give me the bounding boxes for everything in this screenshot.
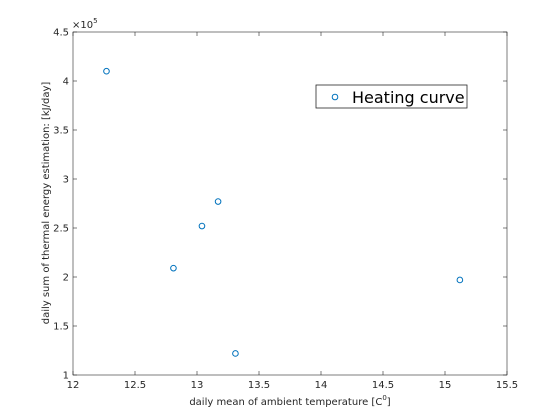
y-axis-ticks: 1 1.5 2 2.5 3 3.5 4 4.5 <box>53 28 507 382</box>
x-tick-label: 13.5 <box>248 380 270 391</box>
legend-marker <box>331 93 339 101</box>
x-tick-label: 13 <box>191 380 204 391</box>
legend: Heating curve <box>315 84 468 109</box>
y-tick-label: 2.5 <box>53 224 69 235</box>
data-point <box>232 350 239 357</box>
x-tick-label: 15 <box>439 380 452 391</box>
legend-box <box>315 84 468 109</box>
x-tick-label: 14 <box>315 380 328 391</box>
y-tick-label: 1.5 <box>53 322 69 333</box>
x-tick-label: 12.5 <box>124 380 146 391</box>
y-tick-label: 3 <box>63 175 69 186</box>
y-tick-label: 3.5 <box>53 126 69 137</box>
x-axis-label: daily mean of ambient temperature [C0] <box>189 394 390 408</box>
data-point <box>456 276 464 284</box>
data-point <box>103 67 110 75</box>
x-tick-label: 14.5 <box>372 380 394 391</box>
data-point <box>198 222 206 230</box>
data-point <box>170 264 177 272</box>
y-tick-label: 1 <box>63 371 69 382</box>
data-point <box>214 198 222 205</box>
y-axis-exponent: ×105 <box>72 17 98 31</box>
data-points <box>103 67 464 357</box>
x-tick-label: 15.5 <box>496 380 518 391</box>
y-tick-label: 4 <box>63 77 69 88</box>
x-tick-label: 12 <box>67 380 80 391</box>
y-tick-label: 4.5 <box>53 28 69 39</box>
legend-label: Heating curve <box>352 88 465 107</box>
y-axis-label: daily sum of thermal energy estimation: … <box>41 82 52 325</box>
y-tick-label: 2 <box>63 273 69 284</box>
x-axis-ticks: 12 12.5 13 13.5 14 14.5 15 15.5 <box>67 32 518 391</box>
plot-area <box>72 31 508 376</box>
